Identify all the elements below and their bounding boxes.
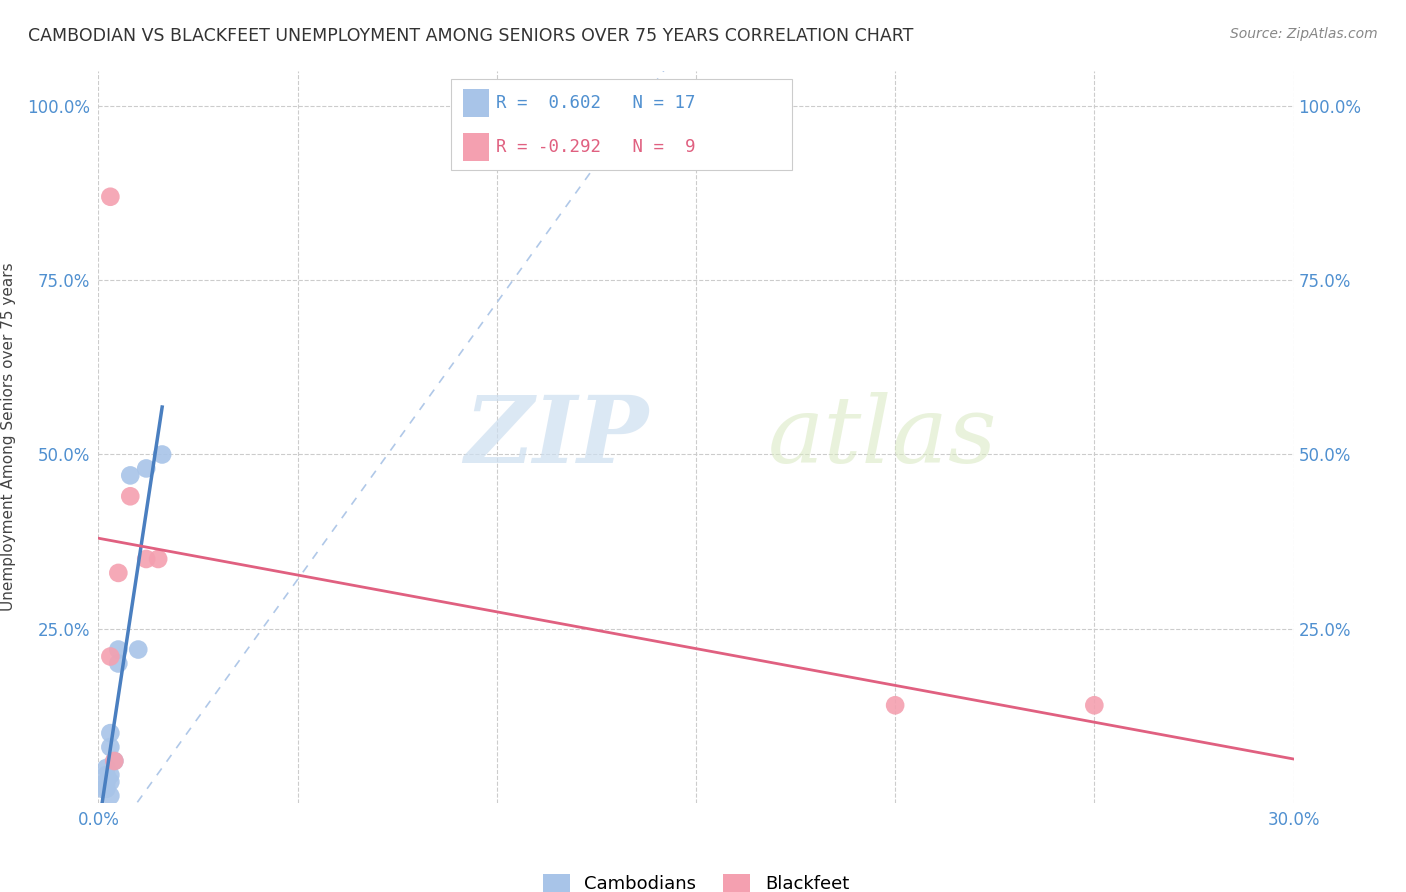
Point: [100, 740, 122, 755]
Point: [91, 781, 114, 796]
Point: [96, 761, 118, 775]
FancyBboxPatch shape: [451, 78, 792, 170]
Point: [100, 649, 122, 664]
Point: [107, 566, 129, 580]
Point: [127, 642, 149, 657]
Text: atlas: atlas: [768, 392, 997, 482]
Point: [135, 461, 157, 475]
Text: ZIP: ZIP: [464, 392, 648, 482]
Point: [103, 754, 125, 768]
FancyBboxPatch shape: [463, 89, 489, 117]
Point: [107, 642, 129, 657]
Y-axis label: Unemployment Among Seniors over 75 years: Unemployment Among Seniors over 75 years: [1, 263, 15, 611]
Point: [107, 657, 129, 671]
Point: [100, 726, 122, 740]
Point: [150, 448, 173, 462]
Point: [96, 768, 118, 782]
FancyBboxPatch shape: [463, 133, 489, 161]
Point: [100, 775, 122, 789]
Text: CAMBODIAN VS BLACKFEET UNEMPLOYMENT AMONG SENIORS OVER 75 YEARS CORRELATION CHAR: CAMBODIAN VS BLACKFEET UNEMPLOYMENT AMON…: [28, 27, 914, 45]
Point: [100, 768, 122, 782]
Point: [100, 789, 122, 803]
Text: R = -0.292   N =  9: R = -0.292 N = 9: [496, 138, 696, 156]
Point: [96, 781, 118, 796]
Point: [96, 775, 118, 789]
Point: [120, 468, 142, 483]
Point: [148, 552, 170, 566]
Text: Source: ZipAtlas.com: Source: ZipAtlas.com: [1230, 27, 1378, 41]
Point: [100, 190, 122, 204]
Legend: Cambodians, Blackfeet: Cambodians, Blackfeet: [536, 867, 856, 892]
Text: R =  0.602   N = 17: R = 0.602 N = 17: [496, 95, 696, 112]
Point: [884, 698, 907, 713]
Point: [135, 552, 157, 566]
Point: [1083, 698, 1105, 713]
Point: [103, 754, 125, 768]
Point: [120, 489, 142, 503]
